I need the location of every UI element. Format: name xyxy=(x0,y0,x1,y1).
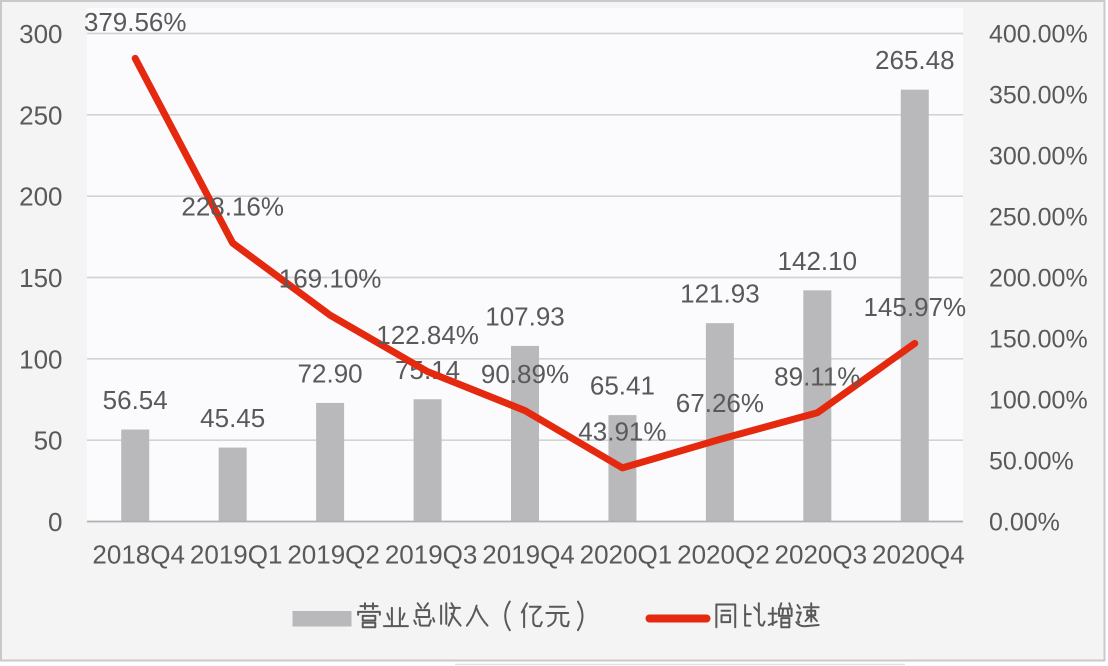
svg-text:89.11%: 89.11% xyxy=(774,361,860,391)
svg-text:2020Q2: 2020Q2 xyxy=(677,540,770,570)
svg-text:250.00%: 250.00% xyxy=(989,204,1088,232)
svg-text:2019Q1: 2019Q1 xyxy=(190,540,283,570)
svg-text:200: 200 xyxy=(19,182,62,212)
svg-text:2020Q4: 2020Q4 xyxy=(872,540,965,570)
svg-text:56.54: 56.54 xyxy=(103,385,168,415)
svg-text:2019Q2: 2019Q2 xyxy=(287,540,380,570)
svg-text:90.89%: 90.89% xyxy=(481,359,569,389)
svg-text:150.00%: 150.00% xyxy=(989,326,1088,354)
svg-text:350.00%: 350.00% xyxy=(989,82,1088,110)
svg-text:265.48: 265.48 xyxy=(875,45,955,75)
svg-text:65.41: 65.41 xyxy=(590,371,655,401)
svg-text:228.16%: 228.16% xyxy=(181,192,284,222)
svg-text:67.26%: 67.26% xyxy=(676,388,764,418)
svg-text:2020Q1: 2020Q1 xyxy=(580,540,673,570)
svg-text:50: 50 xyxy=(34,426,63,456)
svg-text:0.00%: 0.00% xyxy=(989,509,1060,537)
svg-text:169.10%: 169.10% xyxy=(279,264,382,294)
svg-text:2018Q4: 2018Q4 xyxy=(92,540,185,570)
svg-text:43.91%: 43.91% xyxy=(578,416,666,446)
svg-text:379.56%: 379.56% xyxy=(84,7,187,37)
svg-text:142.10: 142.10 xyxy=(778,246,858,276)
svg-text:100.00%: 100.00% xyxy=(989,387,1088,415)
svg-text:45.45: 45.45 xyxy=(200,403,265,433)
svg-text:400.00%: 400.00% xyxy=(989,21,1088,49)
svg-text:2019Q3: 2019Q3 xyxy=(385,540,478,570)
svg-text:250: 250 xyxy=(19,100,62,130)
svg-text:72.90: 72.90 xyxy=(298,358,363,388)
svg-text:2019Q4: 2019Q4 xyxy=(482,540,575,570)
svg-text:107.93: 107.93 xyxy=(485,301,565,331)
svg-text:200.00%: 200.00% xyxy=(989,265,1088,293)
svg-text:121.93: 121.93 xyxy=(680,279,760,309)
svg-text:145.97%: 145.97% xyxy=(863,292,966,322)
svg-text:2020Q3: 2020Q3 xyxy=(775,540,868,570)
svg-text:300.00%: 300.00% xyxy=(989,143,1088,171)
svg-text:50.00%: 50.00% xyxy=(989,448,1074,476)
svg-text:150: 150 xyxy=(19,263,62,293)
svg-text:100: 100 xyxy=(19,344,62,374)
svg-text:0: 0 xyxy=(48,507,62,537)
svg-text:122.84%: 122.84% xyxy=(376,320,479,350)
svg-text:300: 300 xyxy=(19,19,62,49)
